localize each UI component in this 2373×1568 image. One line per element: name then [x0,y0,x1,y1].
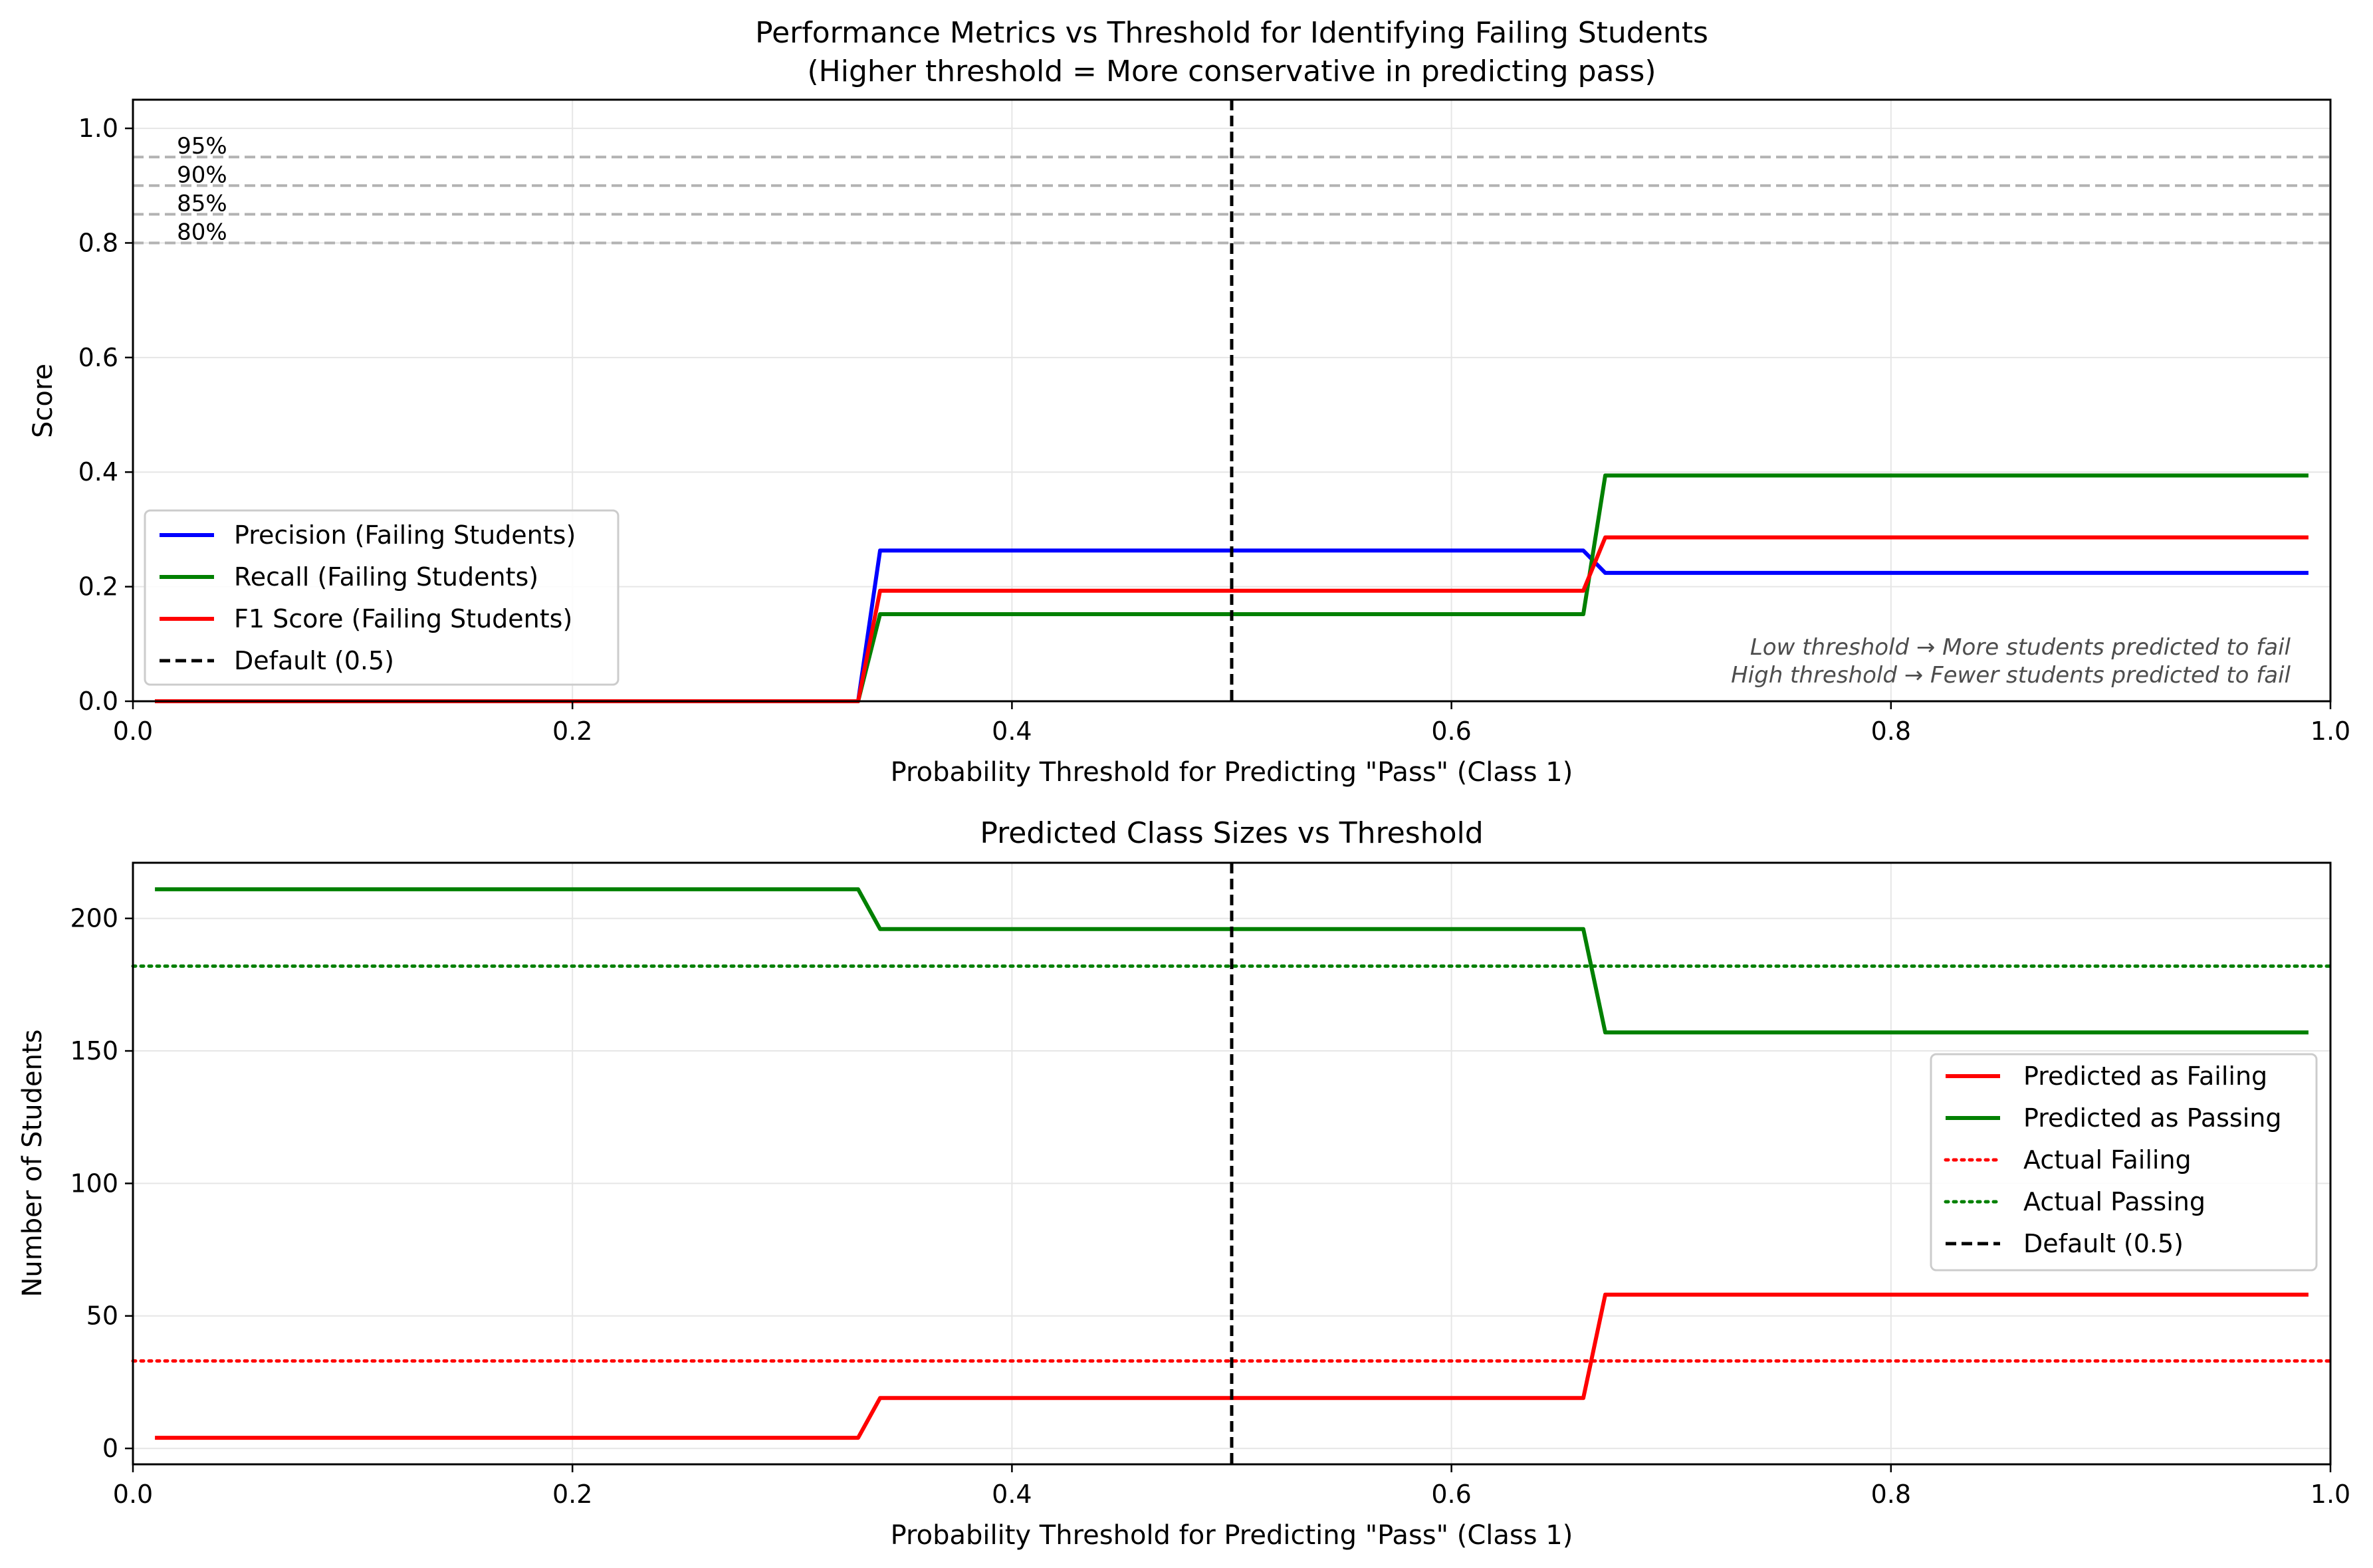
x-tick-label: 0.8 [1871,717,1911,746]
x-tick-label: 0.8 [1871,1480,1911,1509]
legend-label-precision: Precision (Failing Students) [234,520,576,550]
metrics-chart: Performance Metrics vs Threshold for Ide… [28,16,2350,788]
legend-label-recall: Recall (Failing Students) [234,562,538,592]
y-tick-label: 0.6 [78,343,118,372]
legend-label-f1: F1 Score (Failing Students) [234,604,572,633]
x-tick-label: 0.4 [992,1480,1032,1509]
reference-line-label: 80% [177,219,227,245]
y-tick-label: 0 [102,1434,118,1463]
y-tick-label: 0.2 [78,572,118,602]
metrics-y-ticks: 0.0 0.2 0.4 0.6 0.8 1.0 [78,114,133,716]
class-sizes-x-axis-label: Probability Threshold for Predicting "Pa… [891,1520,1573,1551]
x-tick-label: 1.0 [2311,1480,2350,1509]
reference-line-label: 90% [177,162,227,188]
x-tick-label: 1.0 [2311,717,2350,746]
metrics-x-axis-label: Probability Threshold for Predicting "Pa… [891,757,1573,788]
metrics-annotation-high: High threshold → Fewer students predicte… [1731,662,2291,689]
class-sizes-plot-frame [132,861,2332,1466]
y-tick-label: 1.0 [78,114,118,143]
y-tick-label: 150 [70,1036,118,1065]
y-tick-label: 200 [70,904,118,933]
metrics-reference-lines: 95%90%85%80% [133,133,2330,245]
metrics-annotation-low: Low threshold → More students predicted … [1750,634,2291,661]
y-tick-label: 100 [70,1169,118,1198]
class-sizes-y-axis-label: Number of Students [17,1030,48,1297]
y-tick-label: 0.4 [78,457,118,487]
y-tick-label: 0.0 [78,687,118,716]
metrics-legend: Precision (Failing Students) Recall (Fai… [144,509,620,686]
y-tick-label: 0.8 [78,228,118,257]
metrics-y-axis-label: Score [28,364,58,438]
legend-label-actual-passing: Actual Passing [2023,1187,2205,1216]
metrics-legend-box [144,509,620,686]
legend-label-default: Default (0.5) [2023,1229,2184,1258]
reference-line-label: 85% [177,190,227,217]
class-sizes-x-ticks: 0.0 0.2 0.4 0.6 0.8 1.0 [113,1464,2350,1509]
legend-label-actual-failing: Actual Failing [2023,1145,2192,1175]
y-tick-label: 50 [86,1301,118,1331]
metrics-chart-title: Performance Metrics vs Threshold for Ide… [755,16,1708,50]
x-tick-label: 0.6 [1431,1480,1471,1509]
class-sizes-chart: Predicted Class Sizes vs Threshold 0.0 0.… [17,816,2350,1551]
class-sizes-y-ticks: 0 50 100 150 200 [70,904,133,1463]
class-sizes-legend-box [1930,1053,2318,1272]
x-tick-label: 0.6 [1431,717,1471,746]
reference-line-label: 95% [177,133,227,160]
class-sizes-legend: Predicted as Failing Predicted as Passin… [1930,1053,2318,1272]
x-tick-label: 0.4 [992,717,1032,746]
class-sizes-chart-title: Predicted Class Sizes vs Threshold [980,816,1483,850]
legend-label-default: Default (0.5) [234,646,394,675]
x-tick-label: 0.0 [113,717,153,746]
metrics-chart-subtitle: (Higher threshold = More conservative in… [808,55,1656,88]
metrics-plot-frame [132,98,2332,703]
x-tick-label: 0.2 [552,1480,592,1509]
class-sizes-series [131,863,2332,1464]
legend-label-predicted-passing: Predicted as Passing [2023,1103,2281,1133]
legend-label-predicted-failing: Predicted as Failing [2023,1062,2267,1091]
x-tick-label: 0.0 [113,1480,153,1509]
x-tick-label: 0.2 [552,717,592,746]
metrics-x-ticks: 0.0 0.2 0.4 0.6 0.8 1.0 [113,701,2350,746]
